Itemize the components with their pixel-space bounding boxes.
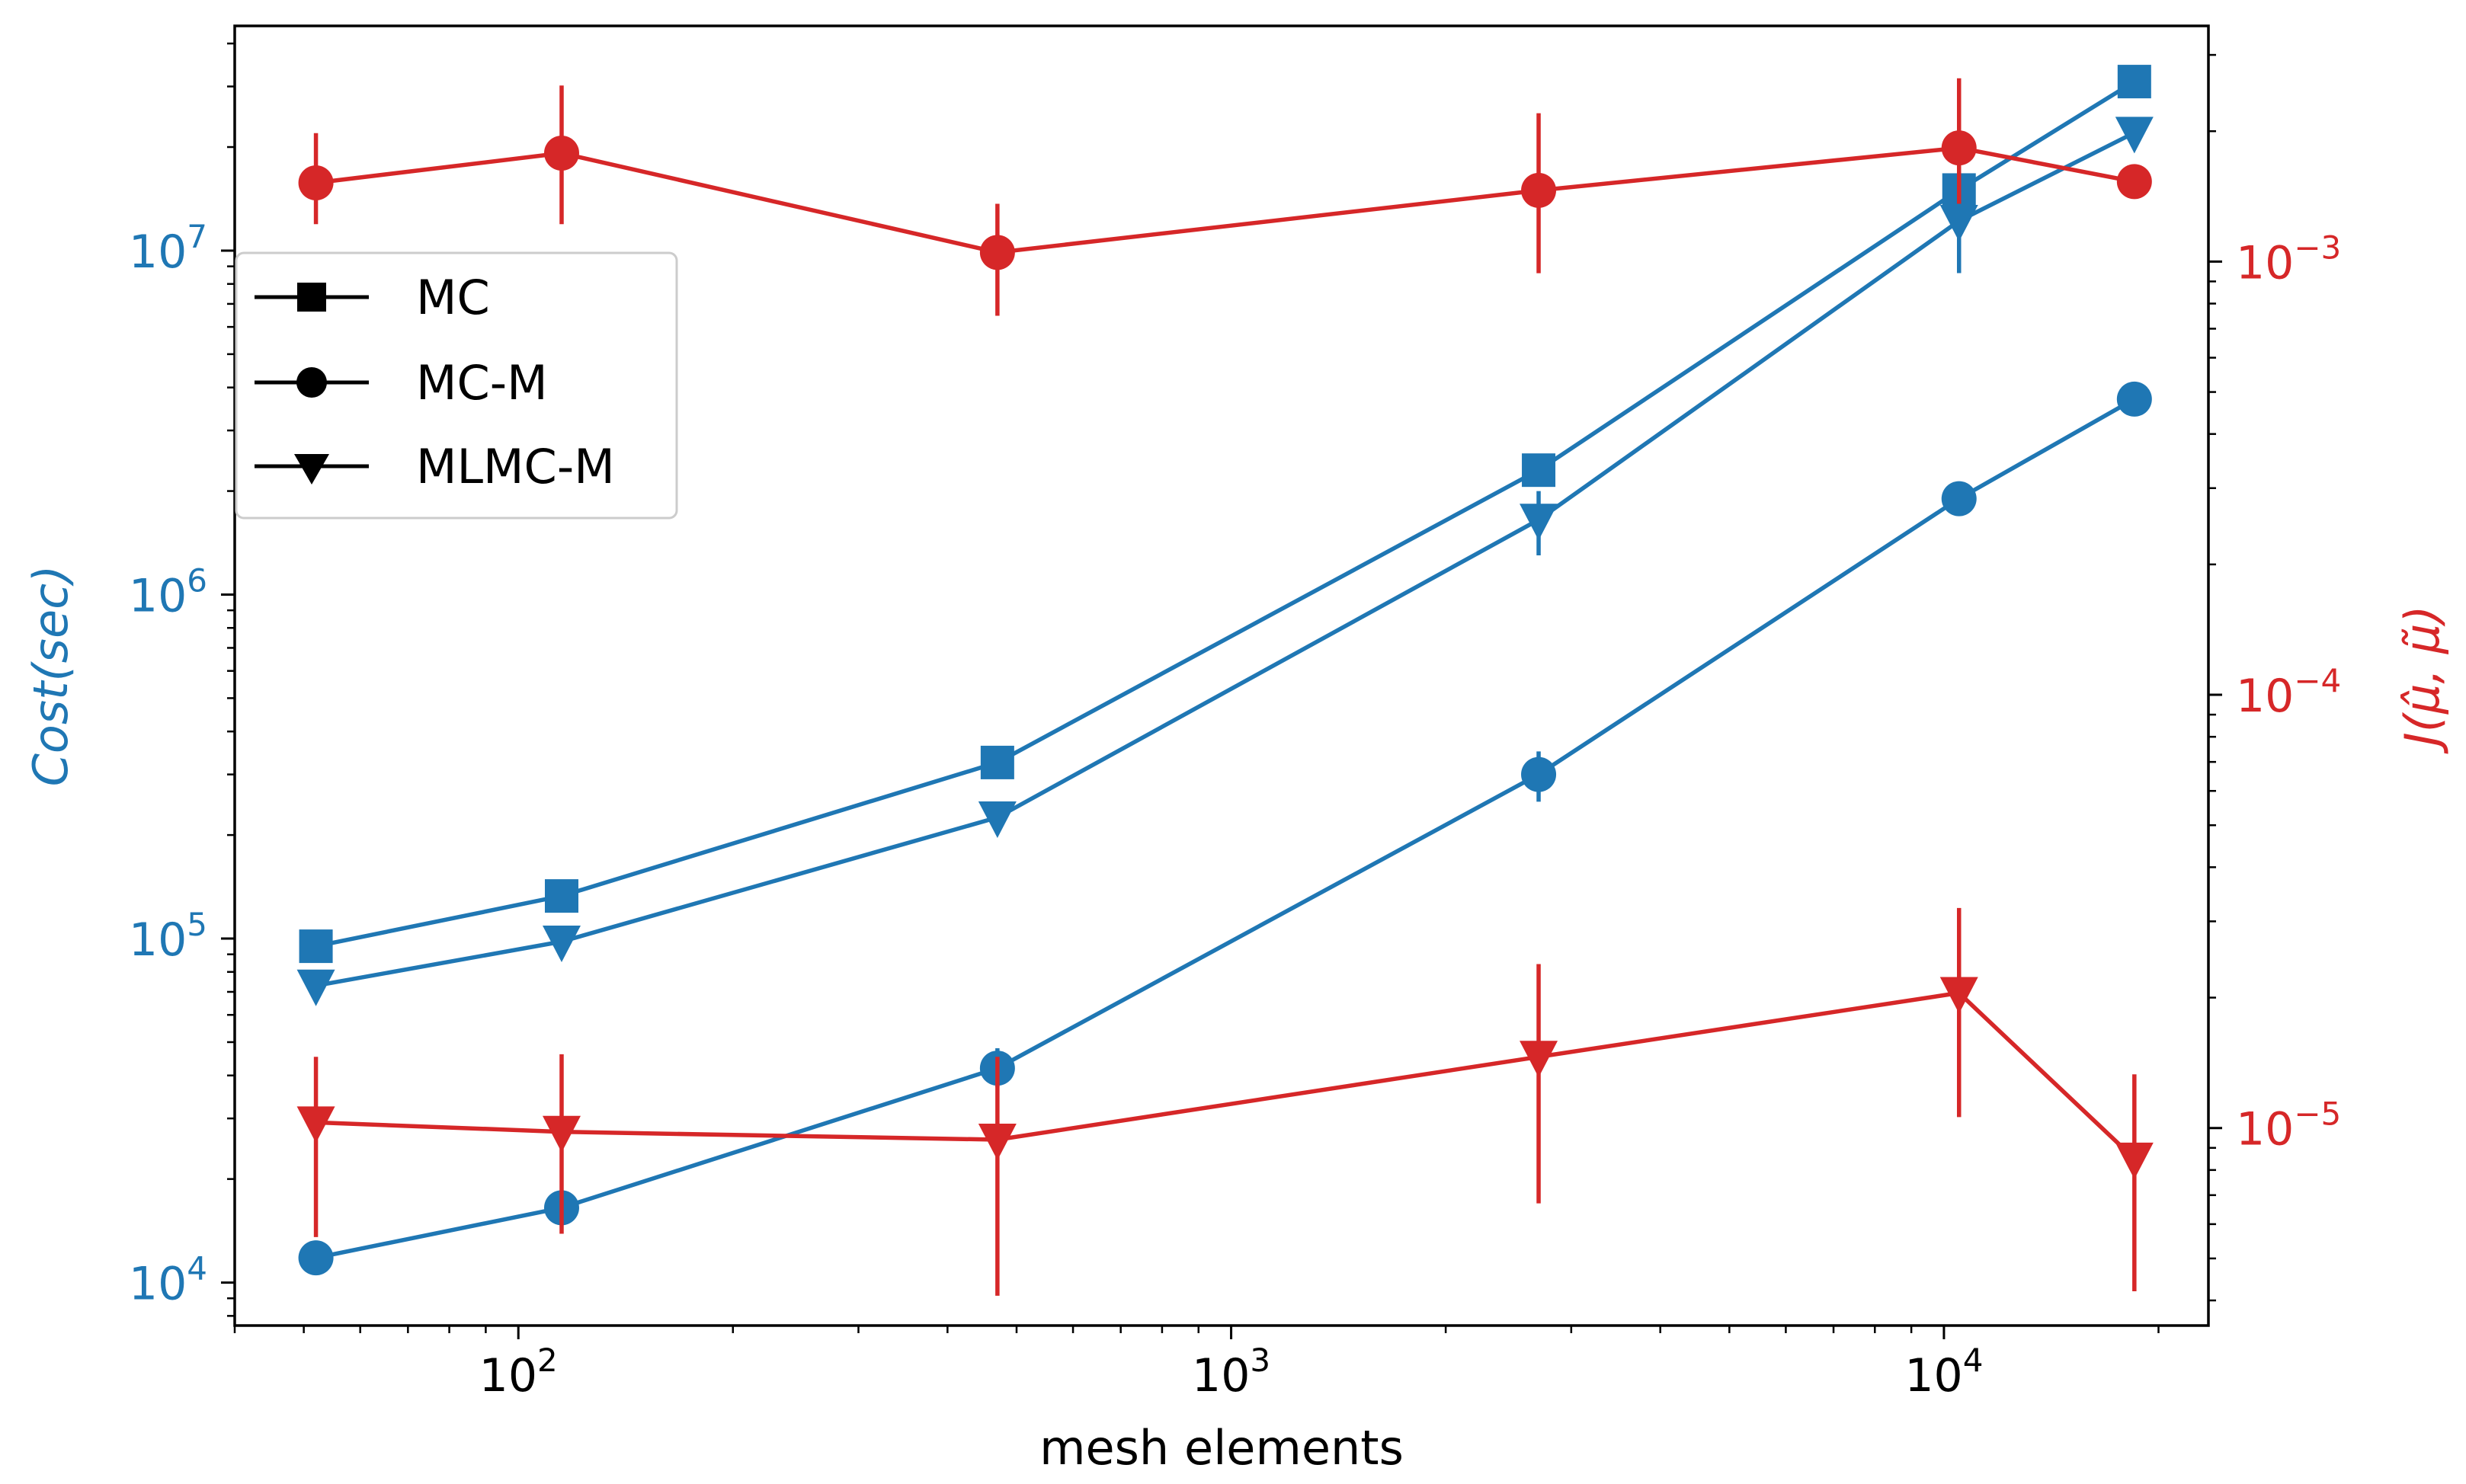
data-point-mlmc-m-left [978, 801, 1017, 839]
data-point-mc-left [1522, 453, 1556, 488]
legend-marker-square [297, 283, 326, 312]
data-point-mc-m-left [298, 1240, 334, 1276]
y-right-tick-label-exp: −3 [2294, 229, 2341, 266]
data-point-mlmc-m-left [296, 969, 335, 1006]
series-layer [296, 65, 2154, 1296]
y-right-label-mu-hat: μ̂ [2394, 684, 2450, 715]
legend-entry-mc-m: MC-M [255, 355, 548, 411]
x-tick-label: 102 [479, 1342, 558, 1402]
y-right-tick-label-exp: −5 [2294, 1095, 2341, 1133]
data-point-mlmc-m-right [2115, 1142, 2154, 1179]
series-line-mlmc-m-right [315, 990, 2136, 1160]
y-right-label-close: ) [2394, 605, 2450, 626]
y-left-tick-label-base: 10 [129, 225, 187, 279]
y-left-tick-label: 107 [129, 218, 207, 279]
y-left-tick-label-exp: 7 [187, 218, 207, 255]
data-point-mc-m-right [1941, 130, 1977, 166]
y-right-tick-label-exp: −4 [2294, 662, 2341, 699]
x-tick-label-exp: 4 [1963, 1342, 1984, 1379]
data-point-mc-m-right [543, 135, 579, 171]
data-point-mc-left [544, 879, 578, 913]
legend-label-mlmc-m: MLMC-M [416, 439, 615, 494]
y-right-label-mu-tilde: μ̃ [2394, 624, 2450, 654]
x-tick-label-base: 10 [1192, 1349, 1250, 1402]
y-left-tick-label-base: 10 [129, 913, 187, 967]
data-point-mc-m-right [979, 235, 1015, 270]
x-tick-label-base: 10 [479, 1349, 537, 1402]
data-point-mlmc-m-right [978, 1124, 1017, 1161]
data-point-mlmc-m-right [542, 1115, 581, 1153]
y-left-tick-label: 104 [129, 1250, 207, 1311]
data-point-mc-m-left [1941, 481, 1977, 517]
x-axis-label: mesh elements [1039, 1420, 1404, 1476]
y-right-tick-label: 10−4 [2236, 662, 2341, 723]
y-left-tick-label: 105 [129, 906, 207, 967]
data-point-mc-m-right [298, 165, 334, 200]
data-point-mc-m-right [2116, 164, 2152, 200]
series-mc-m-right [298, 78, 2152, 316]
y-right-tick-label: 10−3 [2236, 229, 2341, 289]
data-point-mlmc-m-right [1939, 977, 1978, 1014]
data-point-mc-left [980, 745, 1014, 779]
y-right-tick-label: 10−5 [2236, 1095, 2341, 1156]
x-tick-label: 104 [1904, 1342, 1983, 1402]
y-axis-label-right: J(μ̂, μ̃) [2394, 605, 2450, 754]
data-point-mc-m-left [1521, 756, 1557, 792]
y-right-tick-label-base: 10 [2236, 670, 2294, 723]
legend-marker-circle [296, 367, 327, 398]
legend-marker-triangle [294, 454, 329, 485]
y-left-tick-label: 106 [129, 561, 207, 622]
legend-label-mc-m: MC-M [416, 355, 548, 411]
x-tick-label: 103 [1192, 1342, 1270, 1402]
y-left-tick-label-exp: 4 [187, 1250, 207, 1287]
series-mc-m-left [298, 381, 2152, 1276]
data-point-mc-m-right [1521, 172, 1557, 208]
y-left-tick-label-exp: 6 [187, 561, 207, 599]
series-line-mc-m-left [315, 397, 2136, 1260]
plot-frame [233, 24, 2210, 1327]
data-point-mlmc-m-left [2115, 117, 2154, 154]
series-mc-left [299, 65, 2151, 964]
x-tick-label-exp: 2 [537, 1342, 558, 1379]
y-right-tick-label-base: 10 [2236, 1103, 2294, 1156]
data-point-mc-left [2117, 65, 2151, 99]
data-point-mlmc-m-left [1939, 204, 1978, 241]
series-mlmc-m-left [296, 117, 2154, 1006]
legend: MC MC-M MLMC-M [235, 251, 678, 520]
data-point-mlmc-m-right [1520, 1041, 1558, 1078]
legend-label-mc: MC [416, 270, 490, 325]
data-point-mlmc-m-left [542, 926, 581, 963]
legend-entry-mlmc-m: MLMC-M [255, 439, 615, 494]
y-axis-label-left: Cost(sec) [23, 565, 78, 787]
legend-entry-mc: MC [255, 270, 490, 325]
data-point-mc-m-left [2116, 381, 2152, 417]
data-point-mc-left [299, 929, 333, 964]
x-tick-label-exp: 3 [1250, 1342, 1270, 1379]
legend-box [235, 251, 678, 520]
x-tick-label-base: 10 [1904, 1349, 1962, 1402]
data-point-mlmc-m-right [296, 1106, 335, 1143]
y-left-tick-label-base: 10 [129, 1258, 187, 1311]
data-point-mlmc-m-left [1520, 504, 1558, 541]
series-line-mlmc-m-left [315, 130, 2136, 988]
y-left-tick-label-exp: 5 [187, 906, 207, 943]
y-left-tick-label-base: 10 [129, 569, 187, 622]
series-line-mc-left [315, 79, 2136, 948]
series-mlmc-m-right [296, 907, 2154, 1296]
series-line-mc-m-right [315, 146, 2135, 255]
y-right-label-sep: , [2394, 654, 2450, 683]
y-right-tick-label-base: 10 [2236, 236, 2294, 289]
